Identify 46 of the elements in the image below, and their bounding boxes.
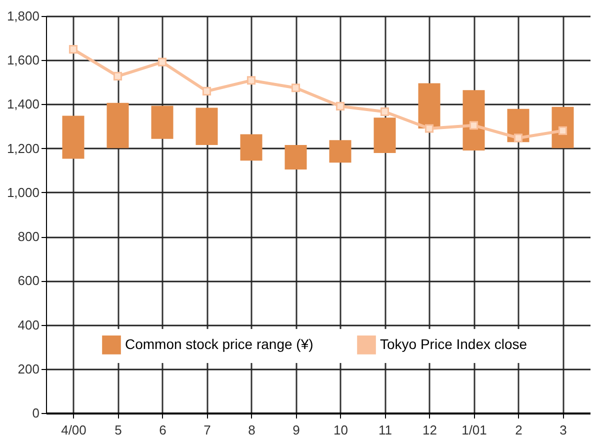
y-tick-label: 600	[18, 273, 40, 288]
x-tick-label: 7	[204, 422, 211, 438]
x-tick-label: 12	[422, 422, 437, 438]
legend-label: Tokyo Price Index close	[380, 336, 528, 352]
x-tick-label: 2	[515, 422, 522, 438]
y-tick-label: 1,400	[6, 96, 40, 112]
y-tick-label: 400	[18, 317, 40, 332]
point	[514, 134, 523, 142]
point	[246, 76, 256, 85]
bar	[462, 90, 485, 151]
bar	[374, 118, 396, 153]
point	[336, 102, 345, 110]
bar	[329, 140, 352, 163]
bar	[418, 83, 440, 128]
point	[424, 124, 434, 133]
point	[68, 45, 78, 54]
y-tick-label: 1,200	[6, 140, 40, 156]
bar	[284, 145, 307, 170]
point	[202, 86, 212, 96]
x-tick-label: 5	[114, 422, 122, 438]
x-tick-label: 6	[159, 422, 166, 438]
point	[558, 126, 568, 135]
y-tick-label: 800	[18, 229, 40, 244]
bar	[62, 116, 84, 159]
point	[113, 72, 122, 80]
y-tick-label: 200	[18, 361, 40, 376]
x-tick-label: 4/00	[61, 422, 86, 438]
point	[291, 84, 300, 92]
point	[158, 58, 167, 66]
y-tick-label: 1,000	[6, 184, 40, 200]
y-tick-label: 1,800	[6, 8, 40, 24]
x-tick-label: 3	[560, 422, 567, 438]
x-tick-label: 8	[248, 422, 256, 438]
x-tick-label: 9	[292, 422, 300, 438]
point	[469, 121, 478, 130]
bar	[106, 102, 129, 148]
bar	[196, 108, 218, 146]
x-tick-label: 11	[378, 422, 392, 438]
x-tick-label: 10	[334, 422, 348, 438]
bar	[240, 134, 262, 161]
x-tick-label: 1/01	[462, 422, 487, 438]
point	[380, 107, 390, 116]
y-tick-label: 0	[32, 406, 40, 420]
y-tick-label: 1,600	[6, 52, 40, 68]
bar	[151, 106, 174, 139]
legend-label: Common stock price range (¥)	[125, 336, 314, 352]
